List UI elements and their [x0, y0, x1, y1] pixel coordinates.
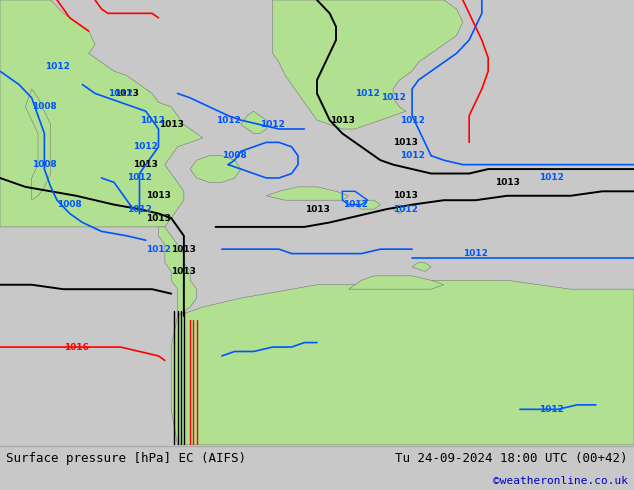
- Text: 1012: 1012: [127, 173, 152, 182]
- Text: 1012: 1012: [260, 120, 285, 129]
- Text: 1013: 1013: [158, 120, 184, 129]
- Polygon shape: [158, 227, 197, 316]
- Text: 1012: 1012: [399, 151, 425, 160]
- Polygon shape: [412, 263, 431, 271]
- Text: 1012: 1012: [393, 205, 418, 214]
- Text: 1013: 1013: [171, 245, 197, 254]
- Text: 1013: 1013: [330, 116, 355, 124]
- Text: 1013: 1013: [146, 191, 171, 200]
- Polygon shape: [349, 276, 444, 289]
- Text: 1012: 1012: [399, 116, 425, 124]
- Text: 1013: 1013: [495, 178, 520, 187]
- Polygon shape: [171, 280, 634, 445]
- Text: 1013: 1013: [393, 191, 418, 200]
- Text: 1013: 1013: [114, 89, 139, 98]
- Polygon shape: [0, 0, 203, 227]
- Text: 1013: 1013: [304, 205, 330, 214]
- Text: Surface pressure [hPa] EC (AIFS): Surface pressure [hPa] EC (AIFS): [6, 452, 247, 465]
- Text: 1012: 1012: [539, 173, 564, 182]
- Polygon shape: [241, 111, 266, 133]
- Text: 1008: 1008: [32, 102, 57, 111]
- Text: 1013: 1013: [393, 138, 418, 147]
- Text: 1012: 1012: [108, 89, 133, 98]
- Text: 1012: 1012: [216, 116, 241, 124]
- Polygon shape: [25, 89, 51, 200]
- Text: ©weatheronline.co.uk: ©weatheronline.co.uk: [493, 476, 628, 486]
- Polygon shape: [273, 0, 463, 129]
- Polygon shape: [393, 205, 406, 214]
- Polygon shape: [190, 156, 241, 182]
- Polygon shape: [266, 187, 349, 200]
- Text: 1012: 1012: [133, 142, 158, 151]
- Text: 1008: 1008: [57, 200, 82, 209]
- Text: 1012: 1012: [139, 116, 165, 124]
- Text: 1012: 1012: [342, 200, 368, 209]
- Text: 1012: 1012: [380, 94, 406, 102]
- Text: 1012: 1012: [127, 205, 152, 214]
- Text: 1008: 1008: [32, 160, 57, 169]
- Text: Tu 24-09-2024 18:00 UTC (00+42): Tu 24-09-2024 18:00 UTC (00+42): [395, 452, 628, 465]
- Text: 1016: 1016: [63, 343, 89, 351]
- Text: 1012: 1012: [146, 245, 171, 254]
- Text: 1008: 1008: [222, 151, 247, 160]
- Text: 1012: 1012: [44, 62, 70, 71]
- Text: 1012: 1012: [539, 405, 564, 414]
- Text: 1012: 1012: [355, 89, 380, 98]
- Polygon shape: [355, 200, 380, 209]
- Text: 1012: 1012: [463, 249, 488, 258]
- Text: 1013: 1013: [146, 214, 171, 222]
- Text: 1013: 1013: [133, 160, 158, 169]
- Text: 1013: 1013: [171, 267, 197, 276]
